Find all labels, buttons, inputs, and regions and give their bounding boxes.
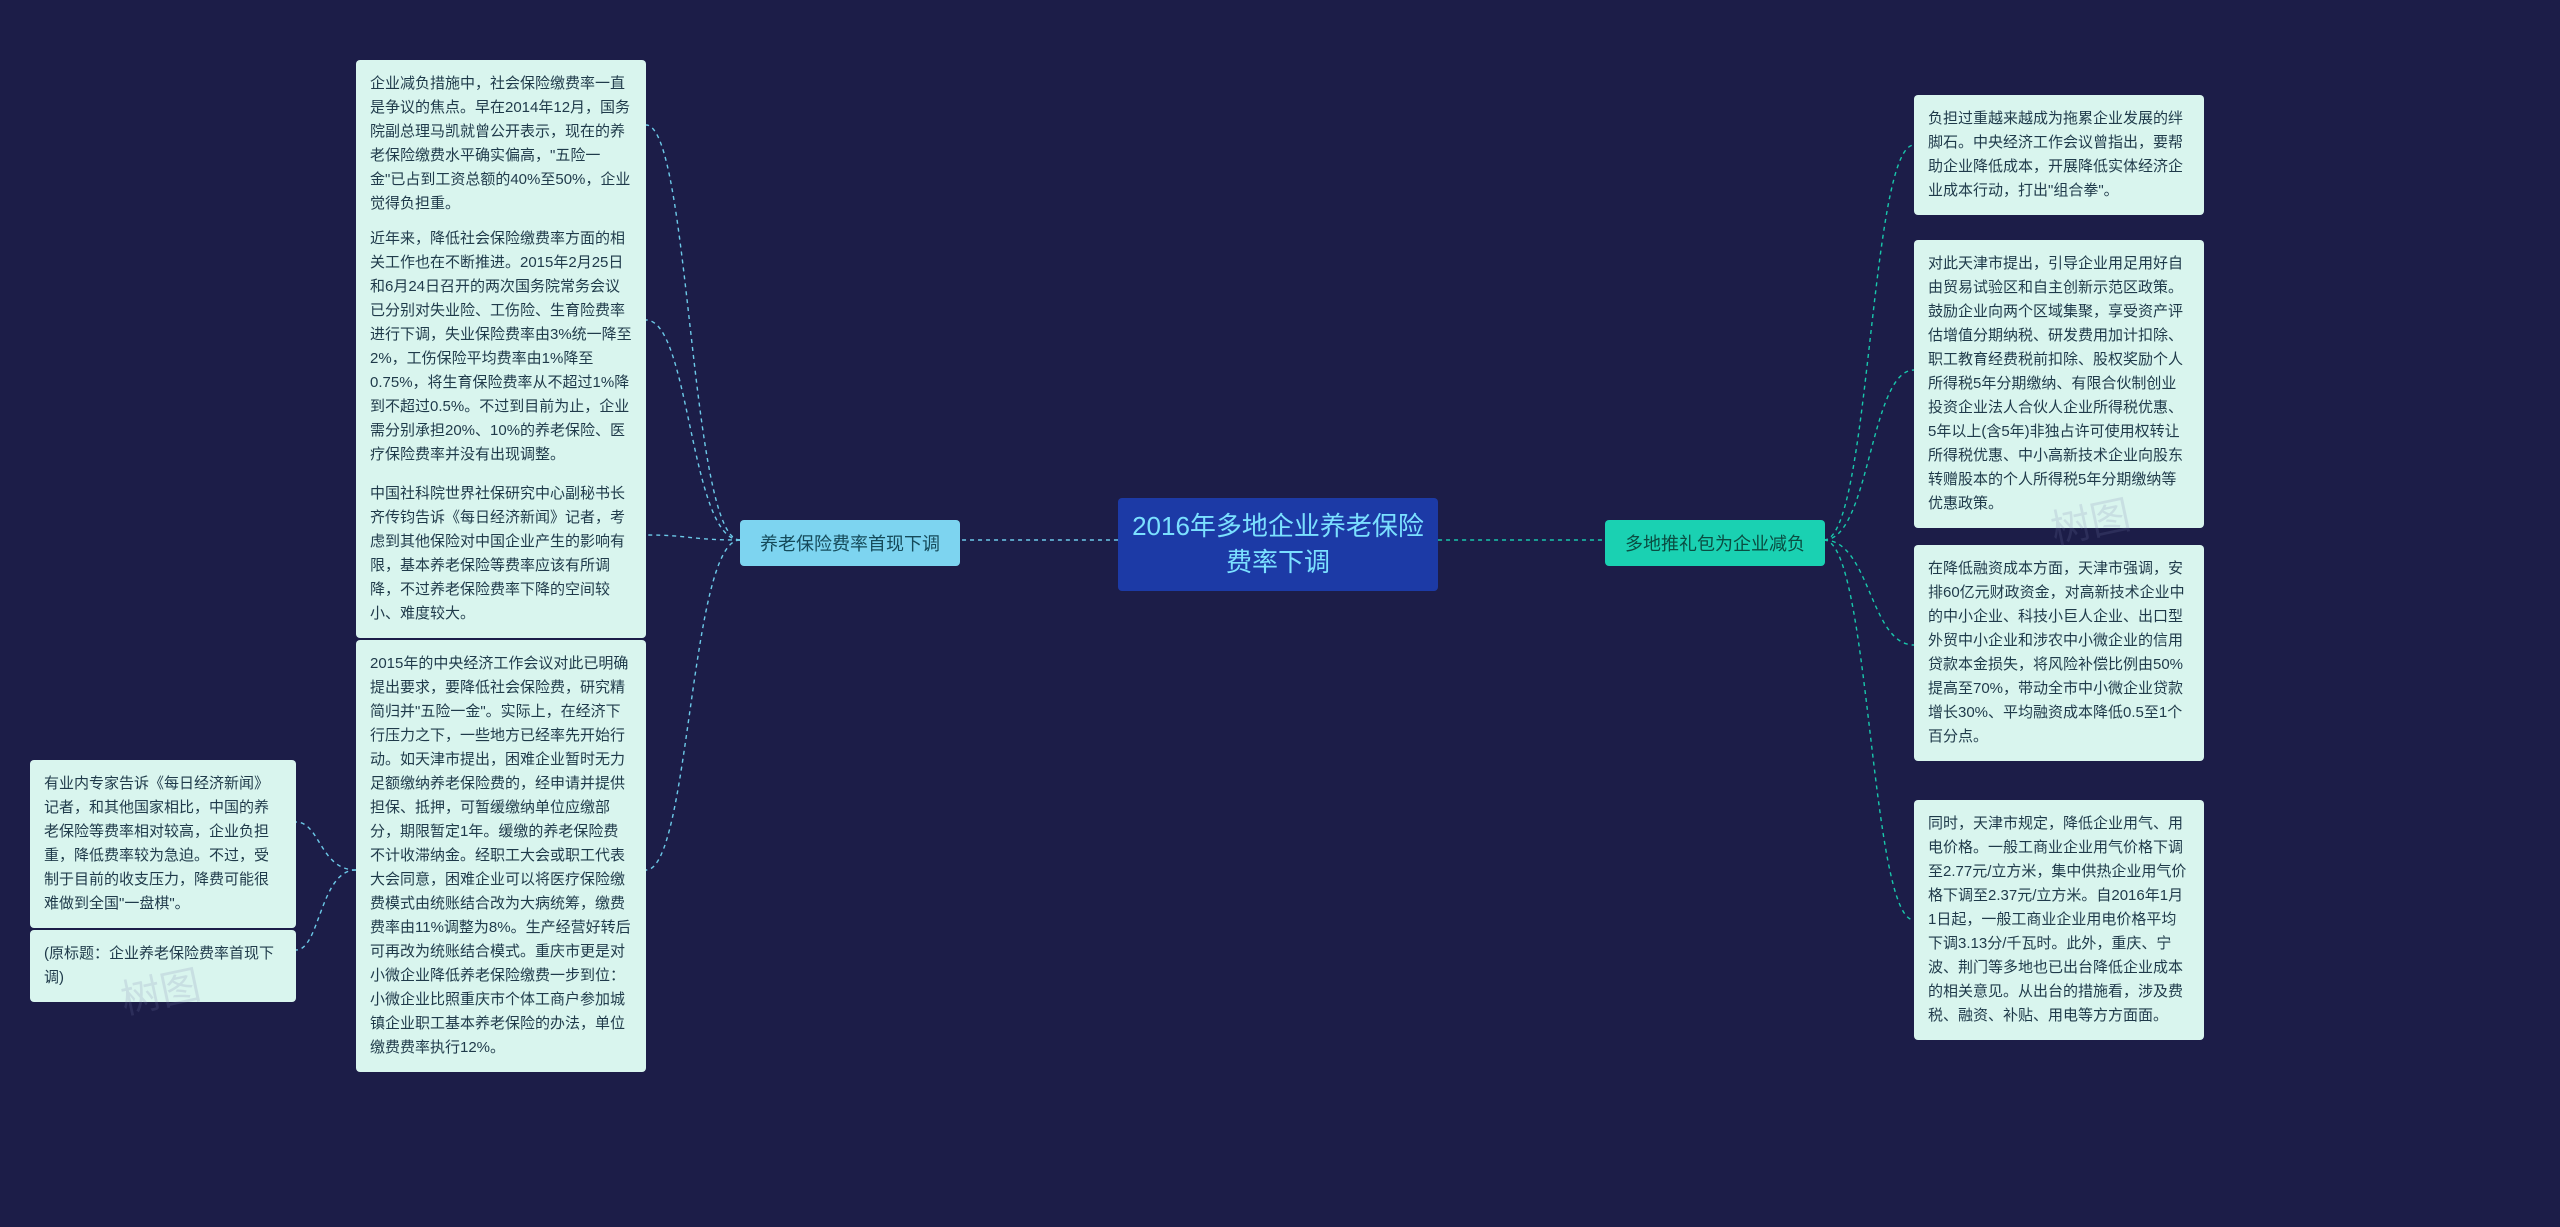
right-branch-label: 多地推礼包为企业减负 (1625, 534, 1805, 554)
left-subleaf-1: 有业内专家告诉《每日经济新闻》记者，和其他国家相比，中国的养老保险等费率相对较高… (30, 760, 296, 928)
right-leaf-3-text: 在降低融资成本方面，天津市强调，安排60亿元财政资金，对高新技术企业中的中小企业… (1928, 560, 2185, 745)
central-line2: 费率下调 (1132, 544, 1424, 580)
left-subleaf-2-text: (原标题：企业养老保险费率首现下调) (44, 945, 274, 986)
left-branch-node: 养老保险费率首现下调 (740, 520, 960, 566)
right-branch-node: 多地推礼包为企业减负 (1605, 520, 1825, 566)
link-right-4 (1824, 540, 1914, 920)
link-right-3 (1824, 540, 1914, 645)
right-leaf-1-text: 负担过重越来越成为拖累企业发展的绊脚石。中央经济工作会议曾指出，要帮助企业降低成… (1928, 110, 2183, 199)
link-left-4-1 (296, 822, 356, 870)
link-left-4 (646, 540, 740, 870)
right-leaf-2: 对此天津市提出，引导企业用足用好自由贸易试验区和自主创新示范区政策。鼓励企业向两… (1914, 240, 2204, 528)
left-leaf-3: 中国社科院世界社保研究中心副秘书长齐传钧告诉《每日经济新闻》记者，考虑到其他保险… (356, 470, 646, 638)
left-leaf-2: 近年来，降低社会保险缴费率方面的相关工作也在不断推进。2015年2月25日和6月… (356, 215, 646, 479)
left-leaf-3-text: 中国社科院世界社保研究中心副秘书长齐传钧告诉《每日经济新闻》记者，考虑到其他保险… (370, 485, 625, 622)
link-left-4-2 (296, 870, 356, 950)
left-subleaf-1-text: 有业内专家告诉《每日经济新闻》记者，和其他国家相比，中国的养老保险等费率相对较高… (44, 775, 269, 912)
link-left-2 (646, 320, 740, 540)
left-leaf-4-text: 2015年的中央经济工作会议对此已明确提出要求，要降低社会保险费，研究精简归并"… (370, 655, 631, 1056)
central-node: 2016年多地企业养老保险 费率下调 (1118, 498, 1438, 591)
link-left-3 (646, 535, 740, 540)
link-left-1 (646, 125, 740, 540)
link-right-1 (1824, 145, 1914, 540)
link-right-2 (1824, 370, 1914, 540)
left-subleaf-2: (原标题：企业养老保险费率首现下调) (30, 930, 296, 1002)
central-line1: 2016年多地企业养老保险 (1132, 508, 1424, 544)
left-leaf-1: 企业减负措施中，社会保险缴费率一直是争议的焦点。早在2014年12月，国务院副总… (356, 60, 646, 228)
left-leaf-1-text: 企业减负措施中，社会保险缴费率一直是争议的焦点。早在2014年12月，国务院副总… (370, 75, 630, 212)
right-leaf-2-text: 对此天津市提出，引导企业用足用好自由贸易试验区和自主创新示范区政策。鼓励企业向两… (1928, 255, 2183, 512)
right-leaf-4: 同时，天津市规定，降低企业用气、用电价格。一般工商业企业用气价格下调至2.77元… (1914, 800, 2204, 1040)
right-leaf-1: 负担过重越来越成为拖累企业发展的绊脚石。中央经济工作会议曾指出，要帮助企业降低成… (1914, 95, 2204, 215)
left-leaf-4: 2015年的中央经济工作会议对此已明确提出要求，要降低社会保险费，研究精简归并"… (356, 640, 646, 1072)
right-leaf-4-text: 同时，天津市规定，降低企业用气、用电价格。一般工商业企业用气价格下调至2.77元… (1928, 815, 2186, 1024)
left-leaf-2-text: 近年来，降低社会保险缴费率方面的相关工作也在不断推进。2015年2月25日和6月… (370, 230, 632, 463)
left-branch-label: 养老保险费率首现下调 (760, 534, 940, 554)
right-leaf-3: 在降低融资成本方面，天津市强调，安排60亿元财政资金，对高新技术企业中的中小企业… (1914, 545, 2204, 761)
